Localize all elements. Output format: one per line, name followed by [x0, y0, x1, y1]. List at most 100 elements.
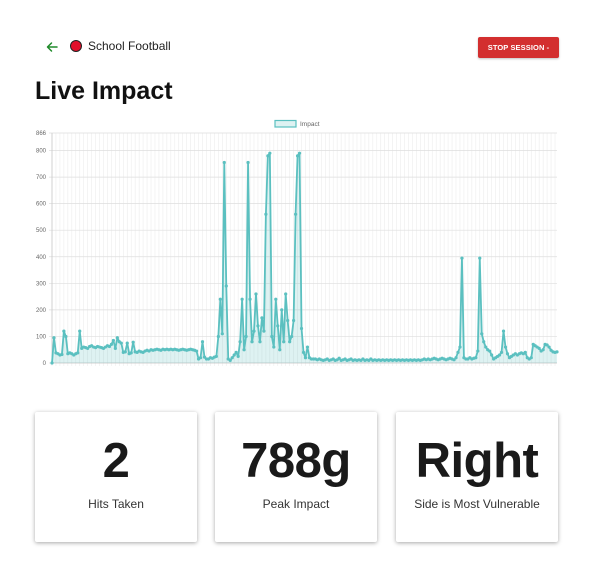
- data-point: [254, 292, 258, 296]
- data-point: [107, 344, 112, 349]
- y-tick-label: 0: [43, 361, 47, 367]
- data-point: [129, 351, 133, 355]
- stat-card-side: Right Side is Most Vulnerable: [396, 412, 558, 542]
- data-point: [242, 348, 246, 352]
- data-point: [541, 348, 545, 352]
- data-point: [337, 356, 341, 360]
- data-point: [505, 352, 510, 356]
- data-point: [523, 350, 527, 354]
- data-point: [131, 340, 135, 344]
- data-point: [274, 297, 278, 301]
- data-point: [125, 341, 129, 345]
- data-point: [547, 345, 551, 349]
- data-point: [480, 332, 484, 336]
- stat-label: Peak Impact: [262, 497, 330, 511]
- y-tick-label: 866: [36, 131, 47, 137]
- data-point: [52, 336, 56, 340]
- stat-card-hits: 2 Hits Taken: [35, 412, 197, 542]
- data-point: [224, 284, 228, 288]
- data-point: [238, 340, 242, 344]
- data-point: [454, 356, 458, 360]
- data-point: [76, 351, 80, 355]
- data-point: [123, 350, 127, 354]
- data-point: [244, 334, 248, 339]
- data-point: [290, 334, 294, 339]
- data-point: [228, 358, 232, 362]
- data-point: [218, 297, 222, 301]
- session-title: School Football: [88, 39, 171, 53]
- horizontal-grid: 0 100 200 300 400 500 600 700 800 866: [36, 131, 557, 367]
- data-point: [545, 343, 549, 347]
- data-point: [232, 353, 236, 357]
- data-point: [50, 361, 54, 365]
- data-point: [270, 334, 274, 339]
- data-point: [198, 356, 203, 360]
- data-point: [115, 336, 119, 340]
- data-point: [460, 256, 464, 260]
- data-point: [113, 346, 117, 350]
- data-point: [276, 324, 280, 328]
- data-point: [456, 350, 460, 354]
- legend-swatch: [274, 119, 297, 128]
- stat-card-peak: 788g Peak Impact: [215, 412, 377, 542]
- data-point: [303, 356, 308, 360]
- data-point: [246, 160, 250, 165]
- data-point: [301, 350, 306, 354]
- data-points: [50, 151, 559, 365]
- stop-session-button[interactable]: STOP SESSION -: [478, 37, 559, 58]
- data-point: [258, 340, 262, 344]
- data-point: [236, 354, 240, 358]
- data-point: [252, 329, 256, 333]
- impact-chart-svg: 0 100 200 300 400 500 600 700 800 866 Impact: [36, 119, 559, 367]
- data-point: [62, 329, 66, 333]
- data-point: [292, 318, 296, 323]
- data-point: [501, 329, 506, 333]
- data-point: [222, 160, 226, 165]
- legend-label: Impact: [300, 121, 320, 128]
- data-point: [64, 334, 68, 339]
- data-point: [529, 356, 533, 360]
- page-title: Live Impact: [35, 77, 173, 105]
- impact-chart: 0 100 200 300 400 500 600 700 800 866 Impact: [30, 116, 560, 368]
- data-point: [537, 346, 541, 350]
- data-point: [194, 349, 199, 353]
- data-point: [119, 341, 123, 345]
- data-point: [299, 326, 304, 331]
- data-point: [264, 212, 268, 216]
- status-indicator-icon: [70, 40, 82, 52]
- data-point: [220, 332, 224, 336]
- back-button[interactable]: [42, 37, 62, 57]
- data-point: [272, 345, 276, 349]
- stat-value: 788g: [241, 434, 351, 488]
- data-point: [256, 324, 260, 328]
- data-point: [60, 352, 64, 357]
- data-point: [234, 350, 238, 354]
- data-point: [555, 350, 559, 354]
- y-tick-label: 500: [36, 228, 47, 234]
- data-point: [280, 308, 284, 312]
- data-point: [474, 356, 478, 360]
- data-point: [499, 350, 504, 354]
- data-point: [266, 154, 270, 158]
- data-point: [248, 297, 252, 301]
- data-point: [200, 340, 205, 344]
- y-tick-label: 100: [36, 334, 47, 340]
- data-point: [282, 340, 286, 344]
- data-point: [297, 151, 302, 155]
- arrow-left-icon: [46, 42, 58, 52]
- y-tick-label: 700: [36, 175, 47, 181]
- y-tick-label: 300: [36, 281, 47, 287]
- data-point: [503, 345, 508, 349]
- top-bar: School Football STOP SESSION -: [0, 0, 591, 80]
- data-point: [478, 256, 482, 260]
- data-point: [214, 354, 218, 358]
- data-point: [230, 356, 234, 360]
- data-point: [476, 349, 480, 353]
- data-point: [305, 345, 310, 349]
- stat-label: Side is Most Vulnerable: [414, 497, 540, 511]
- data-point: [278, 348, 282, 352]
- vertical-grid: [51, 133, 556, 366]
- stat-label: Hits Taken: [88, 497, 144, 511]
- chart-legend: Impact: [274, 119, 320, 128]
- data-point: [458, 345, 462, 349]
